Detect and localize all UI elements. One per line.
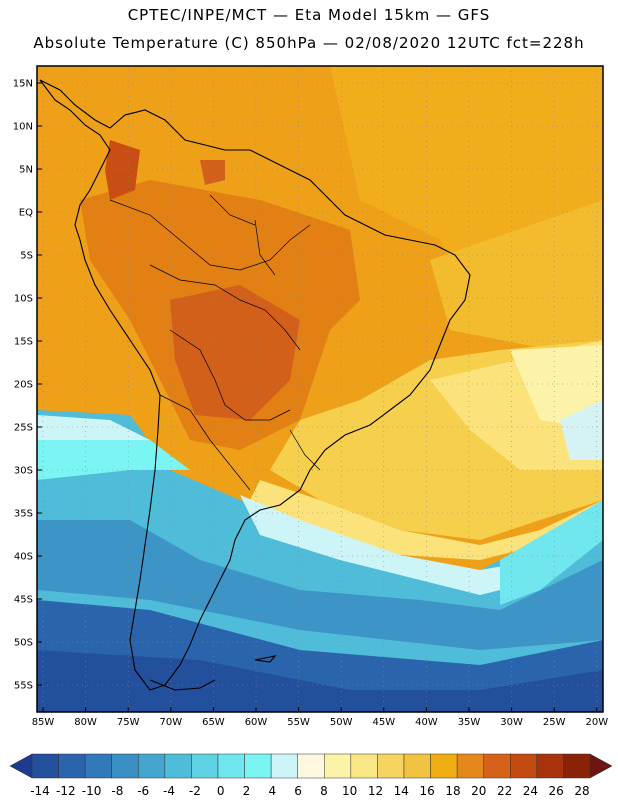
colorbar-max-arrow [589, 753, 613, 779]
longitude-axis: 85W 80W 75W 70W 65W 60W 55W 50W 45W 40W 35W 30W 25W 2… [32, 707, 608, 728]
colorbar-swatch [430, 753, 458, 779]
lon-label: 20W [585, 717, 608, 728]
colorbar-label: 14 [394, 784, 409, 798]
colorbar-swatch [377, 753, 405, 779]
latitude-axis: 15N 10N 5N EQ 5S 10S 15S 20S 25S 30S 35S 40S 45S 50S 5… [13, 79, 42, 692]
colorbar-label: 16 [419, 784, 434, 798]
colorbar-swatch [31, 753, 59, 779]
lon-label: 65W [202, 717, 225, 728]
colorbar-label: 4 [268, 784, 276, 798]
lat-label: 5N [19, 165, 33, 176]
colorbar-label: 18 [445, 784, 460, 798]
colorbar-label: -8 [111, 784, 123, 798]
colorbar-label: 10 [342, 784, 357, 798]
colorbar-swatch [403, 753, 431, 779]
lat-label: 30S [14, 466, 33, 477]
colorbar-swatch [536, 753, 564, 779]
lon-label: 25W [543, 717, 566, 728]
colorbar-swatch [244, 753, 272, 779]
coastline [39, 79, 471, 691]
lat-label: 55S [14, 681, 33, 692]
colorbar-swatch [324, 753, 352, 779]
lat-label: 40S [14, 552, 33, 563]
lat-label: 25S [14, 423, 33, 434]
colorbar-label: 20 [471, 784, 486, 798]
colorbar-swatch [191, 753, 219, 779]
colorbar-label: 26 [549, 784, 564, 798]
lon-label: 70W [159, 717, 182, 728]
colorbar-label: -4 [163, 784, 175, 798]
country-borders [109, 194, 321, 491]
colorbar: -14 -12 -10 -8 -6 -4 -2 0 2 4 6 8 10 12 14 16 18 20 22 24 26… [9, 753, 613, 798]
lat-label: 50S [14, 638, 33, 649]
colorbar-label: 28 [574, 784, 589, 798]
colorbar-swatch [270, 753, 298, 779]
colorbar-label: 12 [368, 784, 383, 798]
lat-label: EQ [19, 208, 33, 219]
lat-label: 10S [14, 294, 33, 305]
colorbar-label: 6 [294, 784, 302, 798]
colorbar-swatch [483, 753, 511, 779]
temperature-field [37, 66, 603, 712]
map-frame [36, 65, 604, 713]
lon-label: 55W [287, 717, 310, 728]
lat-label: 45S [14, 595, 33, 606]
colorbar-swatch [111, 753, 139, 779]
lat-label: 20S [14, 380, 33, 391]
colorbar-swatch [217, 753, 245, 779]
colorbar-label: -12 [56, 784, 76, 798]
lon-label: 40W [415, 717, 438, 728]
lon-label: 85W [32, 717, 55, 728]
lat-label: 10N [13, 122, 33, 133]
lat-label: 5S [20, 251, 33, 262]
colorbar-swatch [297, 753, 325, 779]
colorbar-min-arrow [9, 753, 33, 779]
colorbar-swatch [84, 753, 112, 779]
lat-label: 35S [14, 509, 33, 520]
colorbar-label: -10 [82, 784, 102, 798]
lon-label: 50W [330, 717, 353, 728]
colorbar-label: 8 [320, 784, 328, 798]
colorbar-label: 22 [497, 784, 512, 798]
lon-label: 75W [117, 717, 140, 728]
lat-label: 15S [14, 337, 33, 348]
colorbar-swatch [563, 753, 591, 779]
title-line-1: CPTEC/INPE/MCT — Eta Model 15km — GFS [127, 6, 491, 24]
colorbar-swatch [510, 753, 538, 779]
colorbar-label: -14 [30, 784, 50, 798]
lon-label: 30W [500, 717, 523, 728]
colorbar-swatch [138, 753, 166, 779]
lon-label: 80W [74, 717, 97, 728]
colorbar-swatch [350, 753, 378, 779]
lat-label: 15N [13, 79, 33, 90]
colorbar-label: -6 [137, 784, 149, 798]
colorbar-swatch [164, 753, 192, 779]
title-line-2: Absolute Temperature (C) 850hPa — 02/08/… [33, 34, 585, 52]
colorbar-label: 0 [217, 784, 225, 798]
colorbar-label: -2 [189, 784, 201, 798]
colorbar-swatch [58, 753, 86, 779]
colorbar-label: 24 [523, 784, 538, 798]
lon-label: 60W [245, 717, 268, 728]
lon-label: 35W [458, 717, 481, 728]
colorbar-label: 2 [243, 784, 251, 798]
lon-label: 45W [372, 717, 395, 728]
colorbar-swatch [456, 753, 484, 779]
